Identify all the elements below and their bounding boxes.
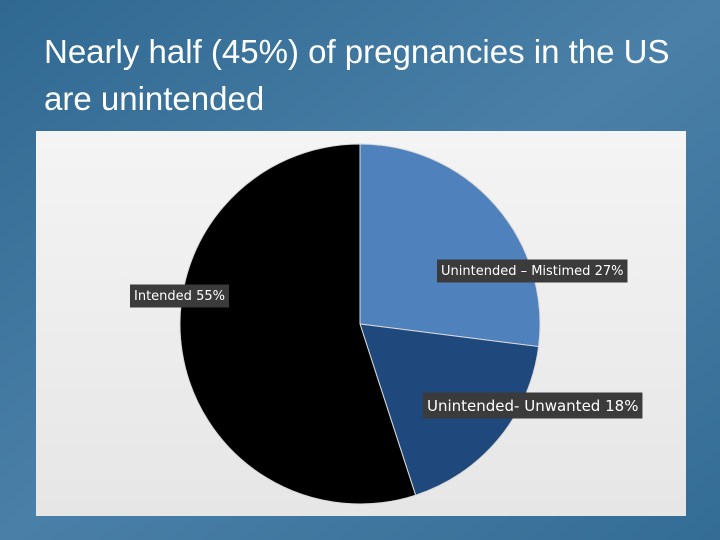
label-text: Unintended – Mistimed 27%: [441, 264, 623, 279]
label-value: 27%: [595, 264, 624, 279]
label-text: Intended 55%: [134, 289, 225, 304]
pie-slice: [359, 143, 541, 348]
label-box: [437, 259, 628, 283]
slide-title: Nearly half (45%) of pregnancies in the …: [44, 33, 670, 117]
label-category: Unintended- Unwanted: [427, 397, 600, 415]
label-box: [130, 284, 229, 308]
label-value: 55%: [196, 289, 225, 304]
label-category: Unintended – Mistimed: [441, 264, 590, 279]
label-value: 18%: [605, 397, 638, 415]
data-label: Intended 55%: [130, 284, 229, 308]
label-category: Intended: [134, 289, 192, 304]
data-label: Unintended – Mistimed 27%: [437, 259, 628, 283]
label-box: [423, 392, 643, 419]
labels: Unintended – Mistimed 27% Unintended- Unw…: [130, 259, 643, 419]
pie-slice: [179, 143, 417, 505]
label-text: Unintended- Unwanted 18%: [427, 397, 638, 415]
data-label: Unintended- Unwanted 18%: [423, 392, 643, 419]
pie: [179, 143, 541, 505]
